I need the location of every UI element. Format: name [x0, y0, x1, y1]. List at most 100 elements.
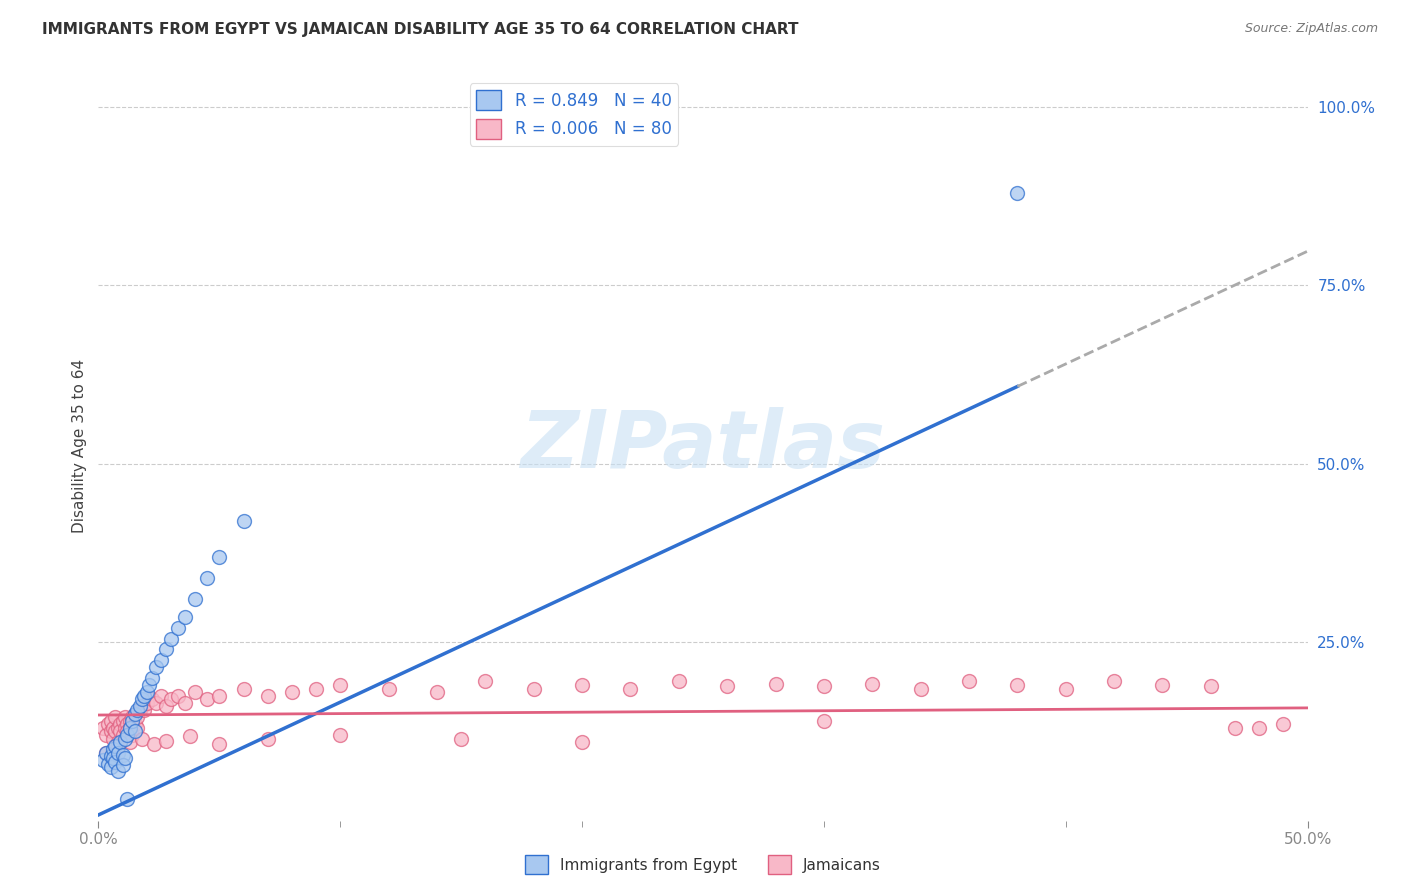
Point — [101, 731, 124, 746]
Point — [174, 696, 197, 710]
Point — [131, 692, 153, 706]
Point — [118, 714, 141, 728]
Point — [111, 758, 134, 772]
Point — [208, 737, 231, 751]
Point — [155, 642, 177, 657]
Point — [184, 685, 207, 699]
Point — [155, 699, 177, 714]
Point — [426, 685, 449, 699]
Point — [571, 735, 593, 749]
Point — [150, 653, 173, 667]
Point — [256, 689, 278, 703]
Point — [1223, 721, 1246, 735]
Point — [100, 760, 122, 774]
Text: IMMIGRANTS FROM EGYPT VS JAMAICAN DISABILITY AGE 35 TO 64 CORRELATION CHART: IMMIGRANTS FROM EGYPT VS JAMAICAN DISABI… — [42, 22, 799, 37]
Point — [127, 710, 149, 724]
Point — [1249, 721, 1271, 735]
Text: ZIPatlas: ZIPatlas — [520, 407, 886, 485]
Point — [174, 610, 197, 624]
Point — [141, 671, 163, 685]
Point — [256, 731, 278, 746]
Point — [114, 731, 136, 746]
Point — [910, 681, 932, 696]
Point — [860, 676, 883, 690]
Point — [329, 728, 352, 742]
Point — [571, 678, 593, 692]
Point — [134, 703, 156, 717]
Point — [138, 678, 160, 692]
Point — [145, 696, 167, 710]
Point — [329, 678, 352, 692]
Point — [100, 714, 122, 728]
Point — [450, 731, 472, 746]
Point — [114, 721, 136, 735]
Point — [167, 689, 190, 703]
Point — [208, 689, 231, 703]
Point — [232, 681, 254, 696]
Point — [124, 706, 146, 721]
Point — [124, 706, 146, 721]
Point — [111, 728, 134, 742]
Point — [957, 674, 980, 689]
Point — [127, 703, 149, 717]
Point — [114, 751, 136, 765]
Point — [1152, 678, 1174, 692]
Point — [179, 730, 201, 744]
Point — [104, 755, 127, 769]
Point — [94, 746, 117, 760]
Point — [131, 699, 153, 714]
Point — [104, 710, 127, 724]
Point — [619, 681, 641, 696]
Point — [145, 660, 167, 674]
Point — [107, 746, 129, 760]
Point — [716, 680, 738, 694]
Point — [377, 681, 399, 696]
Point — [813, 714, 835, 728]
Point — [128, 703, 150, 717]
Point — [1102, 674, 1125, 689]
Point — [523, 681, 546, 696]
Point — [143, 737, 166, 751]
Point — [97, 756, 120, 771]
Text: Source: ZipAtlas.com: Source: ZipAtlas.com — [1244, 22, 1378, 36]
Point — [101, 721, 124, 735]
Point — [117, 792, 139, 806]
Point — [121, 714, 143, 728]
Y-axis label: Disability Age 35 to 64: Disability Age 35 to 64 — [72, 359, 87, 533]
Point — [305, 681, 328, 696]
Point — [117, 728, 139, 742]
Point — [124, 724, 146, 739]
Point — [118, 735, 141, 749]
Point — [668, 674, 690, 689]
Point — [281, 685, 304, 699]
Point — [208, 549, 231, 564]
Point — [94, 746, 117, 760]
Point — [91, 721, 114, 735]
Point — [121, 710, 143, 724]
Point — [160, 632, 183, 646]
Point — [128, 699, 150, 714]
Point — [135, 696, 157, 710]
Point — [118, 721, 141, 735]
Point — [765, 676, 787, 690]
Point — [117, 724, 139, 739]
Point — [104, 724, 127, 739]
Point — [117, 717, 139, 731]
Point — [1199, 680, 1222, 694]
Point — [155, 733, 177, 747]
Point — [100, 749, 122, 764]
Point — [111, 714, 134, 728]
Point — [107, 764, 129, 778]
Point — [1272, 717, 1295, 731]
Legend: Immigrants from Egypt, Jamaicans: Immigrants from Egypt, Jamaicans — [519, 849, 887, 880]
Point — [1007, 678, 1029, 692]
Point — [474, 674, 496, 689]
Point — [108, 724, 131, 739]
Point — [1007, 186, 1029, 200]
Point — [94, 728, 117, 742]
Point — [108, 735, 131, 749]
Point — [104, 739, 127, 753]
Point — [813, 680, 835, 694]
Point — [195, 692, 218, 706]
Point — [1054, 681, 1077, 696]
